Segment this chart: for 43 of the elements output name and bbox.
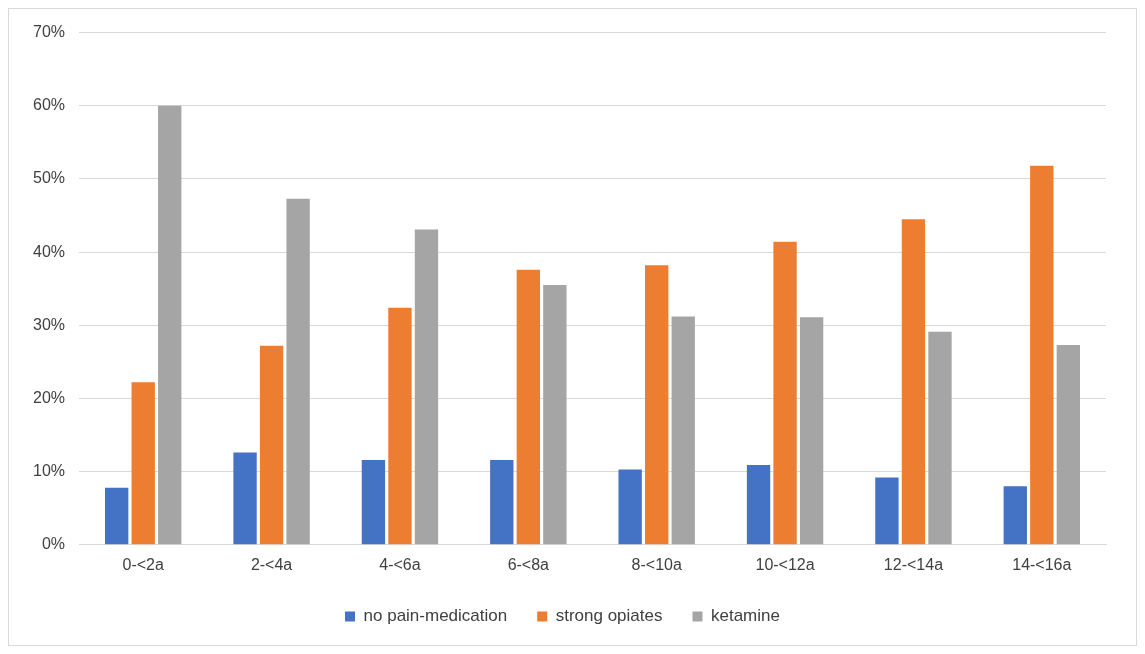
bar: [259, 345, 284, 545]
bar: [414, 229, 439, 545]
bar: [645, 265, 669, 545]
bar: [543, 285, 567, 545]
y-tick-label: 40%: [32, 242, 66, 260]
bar: [361, 459, 386, 545]
y-tick-label: 60%: [32, 96, 66, 114]
bar: [671, 316, 695, 545]
x-tick-label: 0-<2a: [122, 555, 164, 573]
x-tick-label: 2-<4a: [250, 555, 293, 573]
y-tick-label: 10%: [32, 462, 66, 480]
bar: [490, 459, 514, 545]
bar: [901, 219, 926, 545]
legend-label: strong opiates: [555, 606, 663, 626]
bar: [618, 469, 642, 545]
bar: [746, 465, 771, 545]
bar: [773, 241, 797, 545]
x-tick-label: 10-<12a: [755, 555, 815, 573]
y-tick-label: 30%: [32, 315, 66, 333]
bar: [875, 477, 899, 545]
bar: [1030, 165, 1054, 545]
bar: [928, 331, 952, 545]
y-tick-label: 70%: [32, 23, 66, 41]
bar: [131, 382, 155, 545]
bar: [799, 317, 824, 545]
x-tick-label: 6-<8a: [507, 555, 550, 573]
legend-label: ketamine: [710, 606, 780, 626]
y-tick-label: 50%: [32, 169, 66, 187]
legend-label: no pain-medication: [363, 606, 508, 626]
bar: [388, 307, 412, 545]
bar: [158, 105, 182, 545]
bar: [286, 198, 310, 545]
bar: [1056, 345, 1081, 545]
y-tick-label: 20%: [32, 388, 66, 406]
x-tick-label: 14-<16a: [1012, 555, 1072, 573]
bar: [105, 487, 129, 545]
x-tick-label: 4-<6a: [379, 555, 421, 573]
x-tick-label: 12-<14a: [883, 555, 944, 573]
x-tick-label: 8-<10a: [631, 555, 682, 573]
bar: [233, 452, 257, 545]
bar: [1003, 486, 1027, 545]
y-tick-label: 0%: [41, 535, 66, 553]
bar: [516, 269, 540, 545]
